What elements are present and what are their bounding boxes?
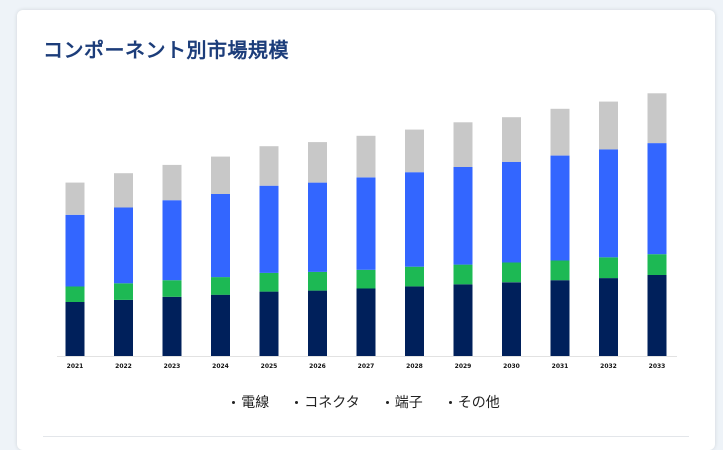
bar-2027-series-2 [356,177,376,270]
bar-2033-series-3 [647,93,667,144]
bar-2021-series-0 [65,302,85,356]
legend-item: 電線 [232,392,269,412]
bullet-icon [295,400,299,404]
bar-2026-series-0 [308,290,327,356]
bar-2030-series-2 [502,161,521,263]
bottom-divider [43,436,689,437]
x-tick-label: 2022 [115,363,132,370]
bar-2032-series-3 [599,101,618,150]
x-tick-label: 2023 [164,363,181,370]
legend-item: 端子 [385,392,423,412]
bar-2021-series-2 [65,214,85,287]
chart-title: コンポーネント別市場規模 [43,38,289,62]
x-tick-label: 2029 [455,363,472,370]
bar-2028-series-1 [405,266,424,287]
legend-label: 端子 [394,395,423,411]
x-tick-label: 2027 [358,363,375,370]
bar-2031-series-0 [550,280,570,356]
bar-2023-series-2 [162,200,182,281]
bar-2028-series-0 [405,286,424,356]
x-tick-label: 2025 [261,363,278,370]
bar-2029-series-2 [453,167,473,265]
bar-2030-series-3 [502,117,521,162]
bar-2027-series-3 [356,135,376,178]
bar-2024-series-0 [211,294,230,356]
bar-2031-series-2 [550,155,570,261]
stacked-bar-chart: 2021 2022 2023 2024 2025 2026 2027 2028 2029 2030… [57,93,677,370]
legend-item: コネクタ [295,392,360,412]
bar-2030-series-1 [502,262,521,283]
bar-2027-series-1 [356,269,376,289]
x-tick-label: 2028 [406,363,423,370]
bar-2033-series-2 [647,143,667,255]
bar-2033-series-1 [647,254,667,275]
bar-2032-series-1 [599,257,618,279]
x-tick-label: 2031 [552,363,569,370]
chart-legend: 電線 コネクタ 端子 その他 [17,392,715,412]
bar-2031-series-3 [550,108,570,156]
x-tick-label: 2030 [503,363,520,370]
bar-2026-series-1 [308,271,327,291]
bar-2031-series-1 [550,260,570,281]
bullet-icon [232,400,236,404]
bar-2025-series-0 [259,291,279,356]
bar-2023-series-3 [162,164,182,201]
bar-2029-series-0 [453,284,473,356]
bar-2026-series-2 [308,182,327,272]
bar-2027-series-0 [356,288,376,356]
bar-2025-series-1 [259,272,279,292]
bar-2024-series-2 [211,194,230,278]
legend-item: その他 [448,392,500,412]
bar-2029-series-3 [453,122,473,167]
bar-2024-series-1 [211,277,230,295]
bar-2025-series-2 [259,185,279,273]
bullet-icon [385,400,389,404]
bar-2030-series-0 [502,282,521,356]
x-tick-label: 2026 [309,363,326,370]
bar-2021-series-3 [65,182,85,215]
legend-label: 電線 [241,395,270,411]
bar-2021-series-1 [65,286,85,302]
bar-2026-series-3 [308,142,327,183]
bar-2023-series-1 [162,280,182,297]
x-tick-label: 2021 [67,363,84,370]
bar-2022-series-1 [114,283,133,300]
legend-label: その他 [457,395,500,411]
bar-2029-series-1 [453,264,473,285]
bar-2028-series-2 [405,172,424,267]
x-tick-label: 2032 [600,363,617,370]
bar-2023-series-0 [162,296,182,356]
legend-label: コネクタ [304,395,360,411]
chart-card: コンポーネント別市場規模 2021 2022 2023 2024 2025 2026 202… [17,10,715,450]
x-tick-label: 2033 [649,363,666,370]
bar-2033-series-0 [647,275,667,356]
bar-2025-series-3 [259,146,279,186]
bullet-icon [448,400,452,404]
bar-2022-series-3 [114,173,133,208]
x-tick-label: 2024 [212,363,229,370]
bar-2032-series-2 [599,149,618,258]
bar-2022-series-0 [114,299,133,356]
bar-2022-series-2 [114,207,133,284]
bar-2024-series-3 [211,156,230,194]
bar-2032-series-0 [599,278,618,356]
bar-2028-series-3 [405,129,424,173]
